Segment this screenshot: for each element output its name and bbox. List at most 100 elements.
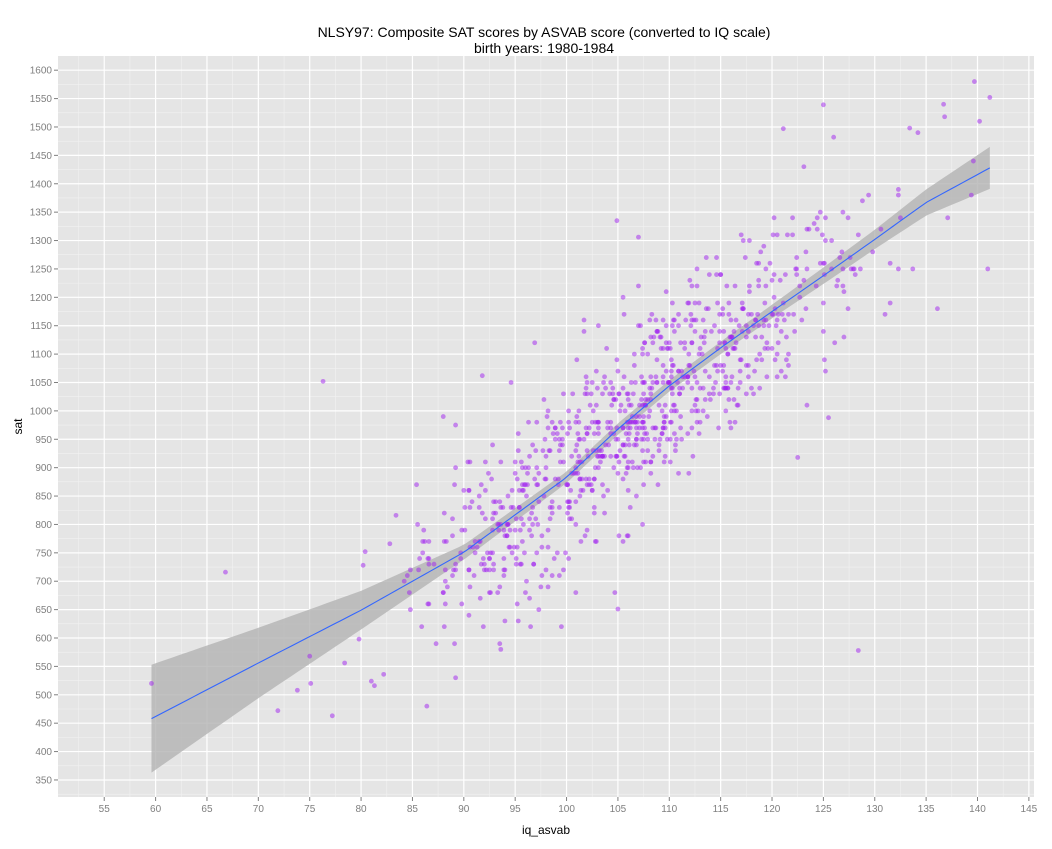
data-point [440,590,446,595]
y-tick-label: 1300 [30,236,53,247]
data-point [442,601,448,607]
data-point [702,368,708,374]
data-point [617,448,623,454]
data-point [642,431,648,436]
data-point [755,311,761,317]
data-point [512,527,518,533]
data-point [561,567,566,573]
data-point [721,328,727,334]
data-point [676,311,681,317]
data-point [726,300,732,306]
data-point [733,317,739,323]
data-point [673,448,678,454]
data-point [731,328,737,334]
data-point [640,351,645,357]
data-point [616,459,622,465]
y-tick-label: 1150 [30,321,52,332]
data-point [740,306,746,312]
data-point [573,470,579,476]
data-point [717,340,723,346]
data-point [476,493,482,499]
x-tick-label: 90 [458,804,470,815]
data-point [472,550,478,556]
data-point [661,419,667,425]
data-point [549,573,555,578]
data-point [852,272,858,278]
y-tick-label: 1000 [30,406,53,417]
data-point [441,539,447,544]
data-point [501,567,507,573]
data-point [640,522,645,527]
x-tick-label: 70 [253,804,265,815]
data-point [759,357,765,363]
data-point [593,368,599,374]
data-point [535,482,541,488]
data-point [645,351,651,357]
data-point [557,442,563,448]
data-point [662,453,668,459]
data-point [813,283,819,289]
data-point [573,522,579,527]
data-point [549,505,555,510]
data-point [490,516,495,522]
data-point [471,573,477,578]
data-point [519,465,525,471]
data-point [635,431,640,436]
data-point [552,436,558,442]
data-point [887,260,893,266]
data-point [611,397,617,402]
data-point [421,527,427,533]
data-point [442,578,448,584]
data-point [639,374,644,380]
data-point [308,681,314,686]
data-point [878,226,884,232]
data-point [294,687,300,693]
data-point [525,470,530,476]
data-point [613,436,619,442]
data-point [467,505,473,510]
data-point [801,277,807,283]
data-point [673,442,678,448]
data-point [714,272,719,278]
data-point [420,550,426,556]
data-point [857,266,863,272]
data-point [634,436,639,442]
data-point [697,385,703,391]
x-tick-label: 65 [201,804,213,815]
data-point [665,346,671,351]
data-point [834,283,840,289]
data-point [782,374,788,380]
data-point [672,317,677,323]
data-point [733,340,739,346]
data-point [732,283,738,289]
data-point [721,363,727,368]
data-point [555,482,561,488]
data-point [543,453,549,459]
data-point [662,402,668,408]
data-point [855,648,861,653]
data-point [501,556,507,561]
data-point [488,550,493,556]
data-point [855,232,861,238]
data-point [530,522,536,527]
data-point [578,539,584,544]
data-point [837,255,843,260]
data-point [661,459,667,465]
data-point [702,328,708,334]
data-point [686,363,692,368]
data-point [676,368,681,374]
data-point [573,590,579,595]
data-point [525,482,530,488]
data-point [870,249,876,255]
data-point [699,351,705,357]
data-point [759,334,765,340]
data-point [738,232,744,238]
data-point [820,328,826,334]
data-point [598,459,603,465]
data-point [814,226,820,232]
data-point [786,311,791,317]
data-point [770,311,776,317]
data-point [754,260,760,266]
data-point [648,470,654,476]
data-point [532,340,538,346]
